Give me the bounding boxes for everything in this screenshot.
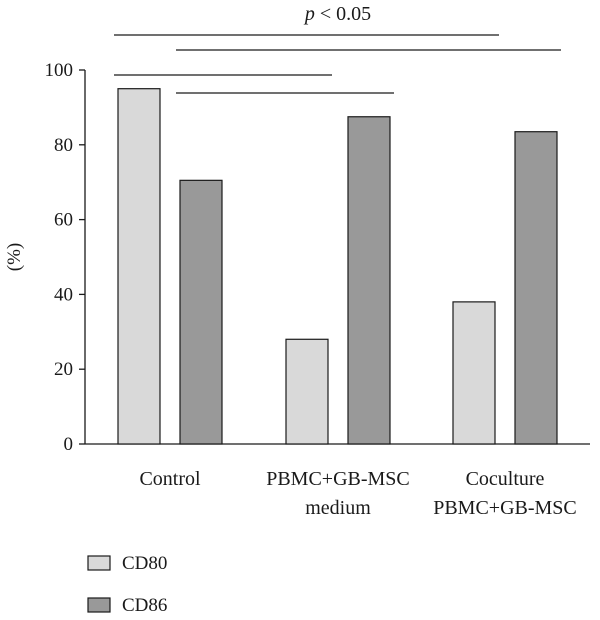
bar-cd80 [452,301,496,445]
x-category-label-line: medium [305,497,371,519]
significance-layer: p < 0.05 [114,3,561,94]
significance-label: p < 0.05 [303,3,371,25]
significance-label-p: p [303,3,315,25]
y-tick-label: 60 [54,210,73,231]
y-tick-label: 100 [45,60,74,81]
bar-cd86 [179,179,223,445]
significance-label-rest: < 0.05 [315,3,371,25]
x-category-label-line: PBMC+GB-MSC [266,468,410,490]
bar-cd80 [117,88,161,445]
label-layer: Control PBMC+GB-MSC medium Coculture PBMC+GB… [139,468,576,519]
bar-cd86 [347,116,391,445]
legend-swatch-cd80 [87,555,111,571]
y-tick-label: 20 [54,359,73,380]
legend-label-cd86: CD86 [122,595,167,616]
x-category-label: PBMC+GB-MSC medium [266,468,410,519]
x-category-label-line: Coculture [466,468,545,490]
x-category-label-line: PBMC+GB-MSC [433,497,577,519]
legend-label-cd80: CD80 [122,553,167,574]
bar-layer [117,88,558,445]
y-axis-title: (%) [4,243,25,271]
x-category-label: Control [139,468,201,490]
x-category-label-line: Control [139,468,201,490]
bar-cd86 [514,131,558,445]
legend-swatch-cd86 [87,597,111,613]
x-category-label: Coculture PBMC+GB-MSC [433,468,577,519]
bar-cd80 [285,338,329,445]
y-tick-label: 40 [54,284,73,305]
y-tick-label: 0 [64,434,74,455]
y-tick-label: 80 [54,135,73,156]
legend: CD80 CD86 [87,553,167,616]
axis-layer: 0 20 40 60 80 100 (%) [4,60,590,455]
